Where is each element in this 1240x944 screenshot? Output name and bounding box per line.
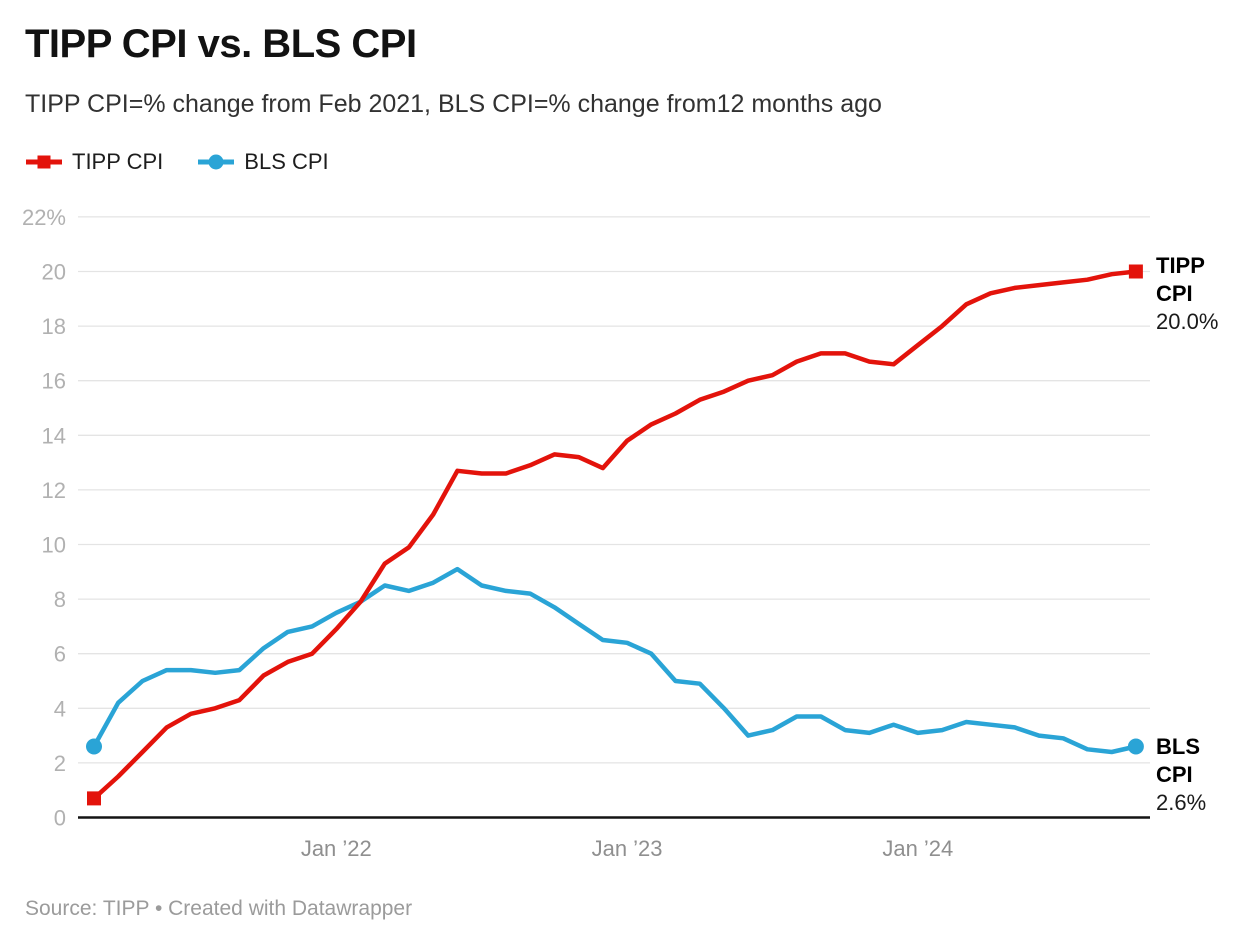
y-axis-tick-label: 4: [54, 696, 66, 721]
legend-item-bls-cpi[interactable]: BLS CPI: [197, 149, 329, 175]
legend-item-tipp-cpi[interactable]: TIPP CPI: [25, 149, 163, 175]
tipp-cpi-end-label: TIPP CPI 20.0%: [1156, 252, 1240, 336]
y-axis-tick-label: 0: [54, 806, 66, 831]
circle-marker-icon: [198, 154, 235, 170]
y-axis-tick-label: 22%: [22, 205, 66, 230]
y-axis-tick-label: 20: [42, 260, 66, 285]
source-attribution: Source: TIPP • Created with Datawrapper: [25, 897, 413, 920]
square-marker-icon: [26, 155, 62, 169]
y-axis-tick-label: 18: [42, 314, 66, 339]
y-axis-tick-label: 10: [42, 533, 66, 558]
bls-cpi-start-marker[interactable]: [86, 738, 102, 755]
legend-label-bls-cpi: BLS CPI: [244, 149, 329, 174]
tipp-cpi-line[interactable]: [91, 269, 1139, 801]
y-axis-tick-label: 2: [54, 751, 66, 776]
y-axis-tick-label: 14: [42, 423, 66, 448]
bls-cpi-line[interactable]: [91, 566, 1139, 755]
tipp-cpi-end-label-name: TIPP CPI: [1156, 253, 1205, 306]
y-axis-tick-label: 16: [42, 369, 66, 394]
x-axis-tick-label: Jan ’23: [592, 836, 663, 861]
y-axis-tick-label: 8: [54, 587, 66, 612]
tipp-cpi-start-marker[interactable]: [87, 791, 101, 806]
page-title: TIPP CPI vs. BLS CPI: [25, 22, 417, 66]
legend-label-tipp-cpi: TIPP CPI: [72, 149, 164, 174]
tipp-cpi-end-marker[interactable]: [1128, 264, 1143, 279]
y-axis-tick-label: 6: [54, 642, 66, 667]
bls-cpi-end-label-name: BLS CPI: [1156, 734, 1200, 787]
x-axis-tick-label: Jan ’22: [301, 836, 372, 861]
bls-cpi-end-marker[interactable]: [1127, 738, 1144, 755]
legend: TIPP CPI BLS CPI: [25, 149, 329, 175]
bls-cpi-end-label-value: 2.6%: [1156, 790, 1207, 815]
x-axis-tick-label: Jan ’24: [882, 836, 953, 861]
bls-cpi-end-label: BLS CPI 2.6%: [1156, 733, 1240, 817]
tipp-cpi-end-label-value: 20.0%: [1156, 309, 1219, 334]
chart-subtitle: TIPP CPI=% change from Feb 2021, BLS CPI…: [25, 90, 882, 118]
y-axis-tick-label: 12: [42, 478, 66, 503]
